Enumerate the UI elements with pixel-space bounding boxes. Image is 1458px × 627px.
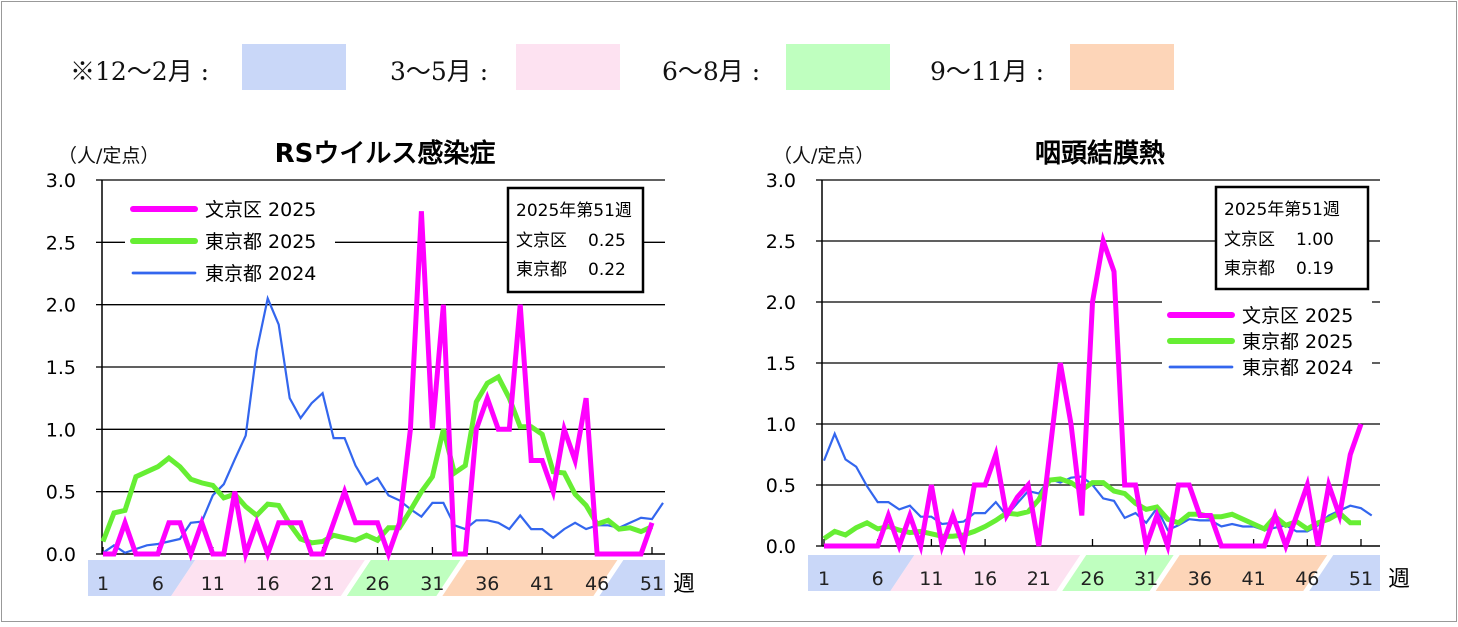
x-tick-label: 46 [585,573,609,595]
season-swatch [242,44,346,90]
y-tick-label: 0.0 [46,544,76,566]
info-box-row-label: 東京都 [516,260,567,280]
y-tick-label: 3.0 [766,170,796,192]
legend-label: 文京区 2025 [205,199,316,221]
season-label: 6～8月 : [662,57,760,86]
season-swatch [516,44,620,90]
chart-title: 咽頭結膜熱 [1035,138,1165,169]
info-box-row-value: 0.25 [588,231,626,251]
x-tick-label: 26 [1080,568,1104,590]
info-box-row-label: 文京区 [1224,230,1275,250]
x-tick-label: 21 [1027,568,1051,590]
x-tick-label: 41 [1242,568,1266,590]
x-tick-label: 31 [420,573,444,595]
info-box-row-value: 0.22 [588,260,626,280]
y-tick-label: 1.0 [766,414,796,436]
x-tick-label: 36 [1188,568,1212,590]
x-tick-label: 51 [640,573,664,595]
y-tick-label: 2.5 [766,231,796,253]
x-tick-label: 6 [872,568,884,590]
x-tick-label: 6 [152,573,164,595]
x-tick-label: 11 [201,573,225,595]
y-tick-label: 1.5 [766,353,796,375]
info-box-title: 2025年第51週 [1224,200,1340,220]
x-tick-label: 36 [475,573,499,595]
y-tick-label: 1.5 [46,357,76,379]
x-tick-label: 11 [919,568,943,590]
info-box-row-value: 0.19 [1296,259,1334,279]
chart-title: RSウイルス感染症 [275,138,496,169]
x-axis-label: 週 [1388,567,1410,592]
y-tick-label: 2.0 [46,295,76,317]
y-tick-label: 2.0 [766,292,796,314]
y-tick-label: 3.0 [46,170,76,192]
legend-label: 文京区 2025 [1242,305,1353,327]
season-swatch [1070,44,1174,90]
legend-label: 東京都 2024 [1242,357,1353,379]
y-axis-unit: （人/定点） [58,145,159,167]
season-label: ※12～2月 : [70,57,209,86]
y-tick-label: 2.5 [46,232,76,254]
x-tick-label: 21 [311,573,335,595]
x-tick-label: 16 [256,573,280,595]
season-swatch [786,44,890,90]
legend-label: 東京都 2024 [205,263,316,285]
season-label: 3～5月 : [390,57,488,86]
x-tick-label: 1 [818,568,830,590]
x-tick-label: 1 [97,573,109,595]
x-tick-label: 41 [530,573,554,595]
x-tick-label: 26 [365,573,389,595]
legend-label: 東京都 2025 [1242,331,1353,353]
x-tick-label: 16 [973,568,997,590]
y-axis-unit: （人/定点） [773,145,874,167]
legend-label: 東京都 2025 [205,231,316,253]
y-tick-label: 0.5 [766,475,796,497]
season-label: 9～11月 : [930,57,1044,86]
info-box-row-value: 1.00 [1296,230,1334,250]
info-box-title: 2025年第51週 [516,201,632,221]
y-tick-label: 0.5 [46,482,76,504]
y-tick-label: 1.0 [46,419,76,441]
x-axis-label: 週 [673,572,695,597]
info-box-row-label: 文京区 [516,231,567,251]
x-tick-label: 46 [1295,568,1319,590]
x-tick-label: 51 [1349,568,1373,590]
x-tick-label: 31 [1134,568,1158,590]
y-tick-label: 0.0 [766,536,796,558]
info-box-row-label: 東京都 [1224,259,1275,279]
